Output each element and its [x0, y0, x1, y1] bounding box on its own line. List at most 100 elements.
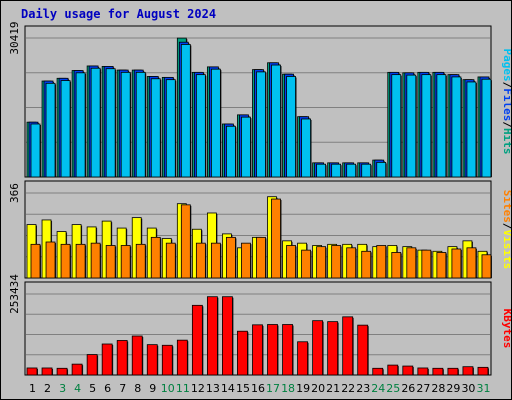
bar-pages-day-16 [256, 71, 266, 178]
bar-pages-day-2 [45, 82, 56, 178]
bar-sites-day-22 [346, 247, 357, 279]
bar-sites-day-17 [271, 198, 281, 279]
bar-sites-day-29 [451, 248, 462, 279]
bar-sites-day-5 [90, 242, 101, 279]
bar-pages-day-28 [436, 74, 447, 178]
bar-kbytes-day-10 [161, 344, 173, 376]
day-label-27: 27 [416, 382, 430, 395]
bar-pages-day-11 [180, 44, 191, 178]
day-label-15: 15 [236, 382, 250, 395]
bar-pages-day-3 [60, 80, 71, 178]
bar-sites-day-15 [241, 242, 251, 279]
day-label-13: 13 [206, 382, 220, 395]
bar-pages-day-23 [361, 163, 372, 178]
bar-sites-day-24 [376, 245, 387, 279]
day-label-29: 29 [446, 382, 460, 395]
day-label-9: 9 [149, 382, 156, 395]
day-label-17: 17 [266, 382, 280, 395]
bar-pages-day-30 [466, 81, 477, 178]
bar-sites-day-21 [331, 245, 342, 279]
day-label-18: 18 [281, 382, 295, 395]
bar-sites-day-18 [286, 245, 296, 279]
y-max-label-visits-sites: 366 [8, 183, 21, 203]
bar-pages-day-20 [316, 163, 327, 178]
bar-pages-day-25 [391, 74, 402, 178]
bar-kbytes-day-4 [71, 363, 83, 376]
bar-pages-day-15 [241, 116, 251, 178]
day-label-25: 25 [386, 382, 400, 395]
bar-kbytes-day-7 [116, 340, 128, 376]
bar-kbytes-day-25 [387, 364, 399, 376]
y-max-label-kbytes: 253434 [8, 274, 21, 314]
day-label-24: 24 [371, 382, 385, 395]
bar-kbytes-day-13 [206, 296, 218, 376]
bar-pages-day-22 [346, 163, 357, 178]
bar-kbytes-day-2 [41, 367, 53, 376]
chart-title: Daily usage for August 2024 [21, 7, 217, 21]
bar-pages-day-10 [165, 79, 176, 178]
bar-kbytes-day-28 [432, 367, 444, 376]
bar-sites-day-23 [361, 250, 372, 279]
bar-kbytes-day-30 [462, 366, 474, 376]
bar-kbytes-day-31 [477, 366, 489, 376]
day-label-31: 31 [476, 382, 490, 395]
bar-kbytes-day-1 [26, 367, 38, 376]
day-label-26: 26 [401, 382, 415, 395]
bar-pages-day-21 [331, 163, 342, 178]
bar-sites-day-3 [60, 243, 71, 279]
bar-kbytes-day-15 [237, 330, 248, 376]
legend-separator: / [501, 121, 511, 128]
day-label-28: 28 [431, 382, 445, 395]
day-label-21: 21 [326, 382, 340, 395]
bar-pages-day-27 [421, 74, 432, 178]
bar-pages-day-31 [481, 78, 492, 178]
bar-kbytes-day-27 [417, 367, 429, 376]
bar-sites-day-12 [195, 242, 206, 279]
bar-sites-day-19 [301, 249, 311, 279]
legend-item-files: Files [501, 88, 511, 121]
legend-item-kbytes: KBytes [501, 309, 511, 349]
day-label-16: 16 [251, 382, 265, 395]
bar-sites-day-1 [30, 243, 41, 279]
y-max-label-hits-files-pages: 30419 [8, 21, 21, 54]
day-label-10: 10 [161, 382, 175, 395]
bar-kbytes-day-21 [327, 321, 339, 376]
bar-sites-day-26 [406, 247, 417, 279]
bar-pages-day-18 [286, 76, 296, 178]
bar-kbytes-day-14 [222, 296, 233, 376]
bar-kbytes-day-5 [86, 354, 98, 376]
day-label-7: 7 [119, 382, 126, 395]
day-label-19: 19 [296, 382, 310, 395]
bar-sites-day-2 [45, 241, 56, 279]
bar-kbytes-day-9 [146, 344, 158, 376]
bar-sites-day-16 [256, 236, 266, 279]
bar-kbytes-day-12 [191, 304, 203, 376]
bar-kbytes-day-8 [131, 335, 143, 376]
bar-pages-day-17 [271, 64, 281, 178]
bar-kbytes-day-23 [357, 324, 369, 376]
bar-sites-day-31 [481, 254, 492, 279]
bar-kbytes-day-19 [297, 341, 308, 376]
bar-kbytes-day-6 [101, 343, 113, 376]
day-label-3: 3 [59, 382, 66, 395]
bar-pages-day-5 [90, 67, 101, 178]
day-label-4: 4 [74, 382, 81, 395]
bar-pages-day-1 [30, 123, 41, 178]
bar-sites-day-25 [391, 252, 402, 279]
bar-sites-day-10 [165, 242, 176, 279]
legend-kbytes: KBytes [501, 309, 511, 349]
day-label-8: 8 [134, 382, 141, 395]
bar-pages-day-6 [105, 68, 116, 178]
legend-item-visits: Visits [501, 230, 511, 270]
bar-kbytes-day-26 [402, 365, 414, 376]
bar-pages-day-24 [376, 161, 387, 178]
legend-item-hits: Hits [501, 128, 511, 155]
bar-pages-day-26 [406, 74, 417, 178]
bar-pages-day-12 [195, 74, 206, 178]
bar-pages-day-13 [210, 68, 221, 178]
legend-item-sites: Sites [501, 190, 511, 223]
bar-sites-day-30 [466, 247, 477, 279]
bar-sites-day-27 [421, 249, 432, 279]
